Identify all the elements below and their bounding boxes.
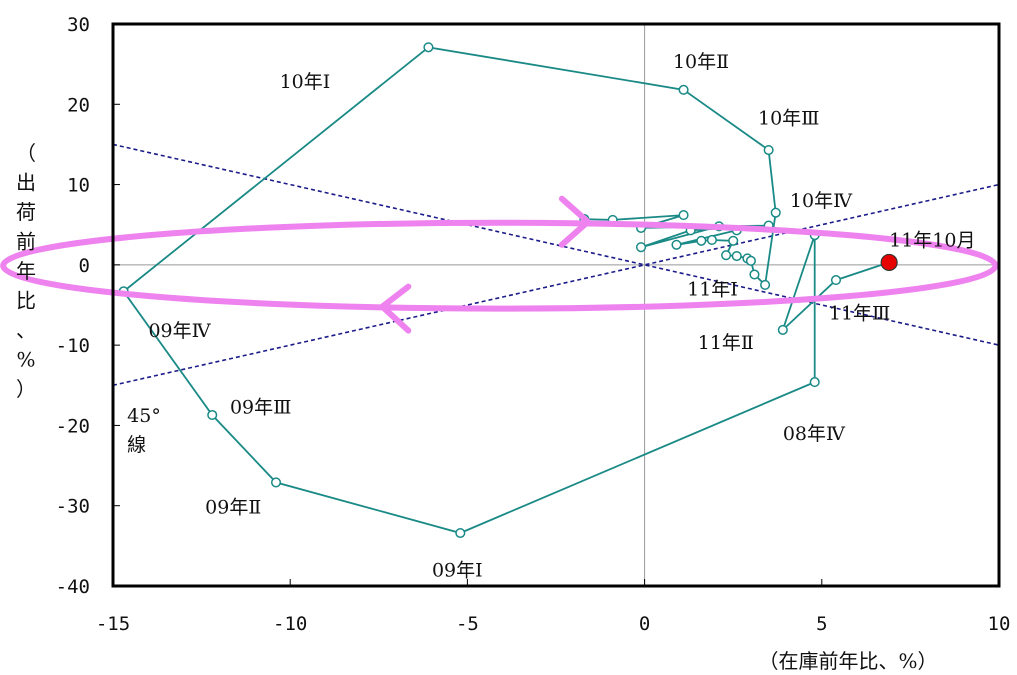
y-tick-label: 0 <box>79 255 90 277</box>
y-tick-label: -30 <box>56 496 90 518</box>
y-tick-label: -10 <box>56 335 90 357</box>
annotation-label: 09年Ⅰ <box>432 559 483 581</box>
reference-line-0 <box>112 183 1000 387</box>
data-point <box>809 377 820 388</box>
latest-point-marker <box>880 253 898 272</box>
y-axis-label-glyph: 荷 <box>16 200 36 224</box>
annotation-label: 10年Ⅰ <box>280 71 331 93</box>
cycle-ellipse <box>0 219 999 312</box>
y-tick-label: 30 <box>67 14 90 36</box>
x-tick-label: 5 <box>816 613 827 635</box>
data-point <box>270 477 282 488</box>
annotations: 10年Ⅰ 10年Ⅱ 10年Ⅲ 10年Ⅳ 11年10月 11年Ⅰ 11年Ⅲ 11年Ⅱ 09年Ⅳ 09… <box>127 51 975 581</box>
data-point <box>706 234 717 246</box>
data-point <box>731 250 742 262</box>
x-tick-label: -15 <box>96 613 130 635</box>
data-point <box>770 207 781 218</box>
data-point <box>423 42 434 53</box>
plot-area-frame <box>111 22 1001 588</box>
y-axis-label-glyph: 出 <box>16 171 36 195</box>
annotation-label: 11年Ⅲ <box>829 302 891 324</box>
data-point <box>760 279 771 290</box>
annotation-label: 09年Ⅳ <box>148 320 211 342</box>
data-point <box>678 210 689 221</box>
y-tick-label: 10 <box>67 175 90 197</box>
data-point <box>455 527 466 539</box>
reference-lines <box>112 143 1000 387</box>
data-point <box>696 235 707 246</box>
annotation-label: 10年Ⅱ <box>673 51 729 73</box>
data-point <box>777 324 788 335</box>
annotation-label: 11年10月 <box>889 229 975 251</box>
data-point <box>749 269 760 280</box>
annotation-label: 09年Ⅲ <box>230 396 292 418</box>
y-axis-label-glyph: 年 <box>16 259 36 283</box>
data-point <box>728 235 739 246</box>
y-tick-label: -20 <box>56 415 90 437</box>
y-tick-label: 20 <box>67 94 90 116</box>
y-axis-label-glyph: % <box>16 348 35 372</box>
axis-ticks: -15 -10 -5 0 5 10 -40 -30 -20 -10 0 10 20 30 <box>56 14 1011 635</box>
data-point <box>207 409 218 421</box>
cycle-arrow-right <box>558 195 591 248</box>
y-axis-label-glyph: 比 <box>16 289 36 313</box>
y-tick-label: -40 <box>56 576 90 598</box>
x-tick-label: 0 <box>639 613 650 635</box>
annotation-label: 10年Ⅲ <box>758 107 820 129</box>
cycle-overlay <box>0 195 999 334</box>
data-point <box>671 239 682 250</box>
annotation-label: 11年Ⅰ <box>687 278 738 300</box>
x-axis-label: （在庫前年比、%） <box>758 649 937 673</box>
x-tick-label: 10 <box>988 613 1011 635</box>
data-point <box>678 84 689 95</box>
cycle-arrow-left <box>379 283 412 334</box>
data-point <box>636 242 647 253</box>
annotation-label: 線 <box>127 434 146 456</box>
y-axis-label-glyph: 、 <box>16 318 36 342</box>
y-axis-label: （ 出荷前年比、% ） <box>16 141 36 401</box>
annotation-label: 11年Ⅱ <box>698 332 754 354</box>
x-tick-label: -10 <box>273 613 307 635</box>
annotation-label: 10年Ⅳ <box>790 190 853 212</box>
x-tick-label: -5 <box>456 613 479 635</box>
y-axis-label-glyph: 前 <box>16 230 36 254</box>
y-axis-label-glyph: （ <box>16 141 36 165</box>
annotation-label: 08年Ⅳ <box>783 423 846 445</box>
data-point <box>830 275 842 286</box>
reference-line-1 <box>112 143 1000 346</box>
data-point <box>745 255 756 266</box>
annotation-label: 09年Ⅱ <box>205 497 261 519</box>
data-point <box>763 144 774 156</box>
y-axis-label-glyph: ） <box>16 377 36 401</box>
annotation-label: 45° <box>127 405 161 427</box>
data-point <box>721 250 732 261</box>
